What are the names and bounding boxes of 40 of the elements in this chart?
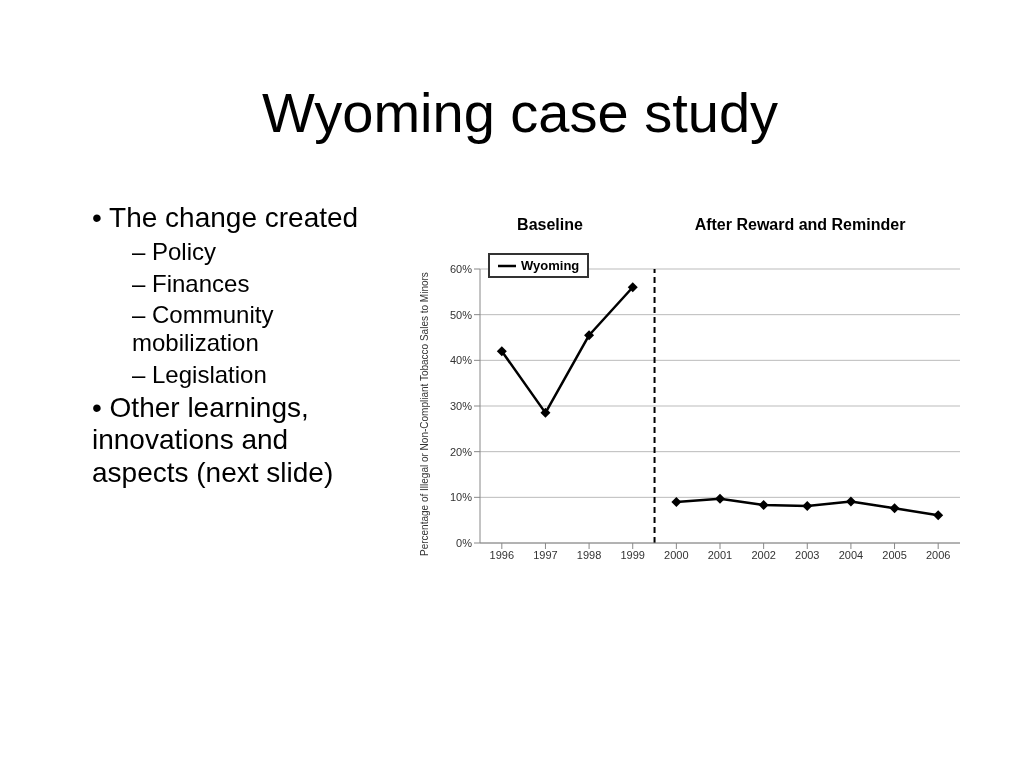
x-tick-label: 1996 — [489, 548, 515, 561]
text: – Legislation — [132, 360, 268, 389]
point — [540, 407, 551, 418]
x-tick-label: 2005 — [882, 548, 907, 561]
legend-label: Wyoming — [521, 258, 580, 273]
point — [845, 496, 856, 507]
text: • Other learnings, innovations and aspects (next slide) — [92, 392, 335, 489]
y-axis-title: Percentage of Illegal or Non-Compliant Tobacco Sales to Minors — [418, 272, 430, 556]
point — [802, 501, 813, 512]
text: – Policy — [132, 238, 218, 266]
x-tick-label: 1999 — [620, 548, 645, 561]
x-tick-label: 2000 — [664, 548, 689, 561]
text: – Community mobilization — [132, 301, 275, 357]
y-tick-label: 50% — [449, 308, 473, 321]
point — [584, 330, 595, 341]
x-tick-label: 1997 — [533, 548, 558, 561]
y-tick-label: 0% — [456, 536, 473, 549]
text: After Reward and Reminder — [693, 216, 907, 234]
point — [496, 346, 507, 357]
point — [933, 510, 944, 521]
y-tick-label: 10% — [449, 491, 473, 504]
y-tick-label: 40% — [449, 354, 473, 367]
point — [671, 496, 682, 507]
x-tick-label: 1998 — [576, 548, 602, 561]
point — [758, 500, 769, 511]
y-tick-label: 30% — [449, 399, 473, 412]
text: – Finances — [132, 269, 251, 298]
x-tick-label: 2004 — [838, 548, 864, 561]
x-tick-label: 2002 — [751, 548, 776, 561]
text: Baseline — [516, 216, 584, 234]
y-tick-label: 20% — [449, 445, 473, 458]
x-tick-label: 2006 — [925, 548, 951, 561]
text: • The change created — [92, 202, 360, 235]
point — [627, 282, 638, 293]
point — [889, 503, 900, 514]
x-tick-label: 2003 — [795, 548, 820, 561]
point — [715, 493, 725, 504]
y-tick-label: 60% — [449, 262, 473, 275]
chart-title: Wyoming case study — [260, 80, 780, 145]
x-tick-label: 2001 — [707, 548, 733, 561]
